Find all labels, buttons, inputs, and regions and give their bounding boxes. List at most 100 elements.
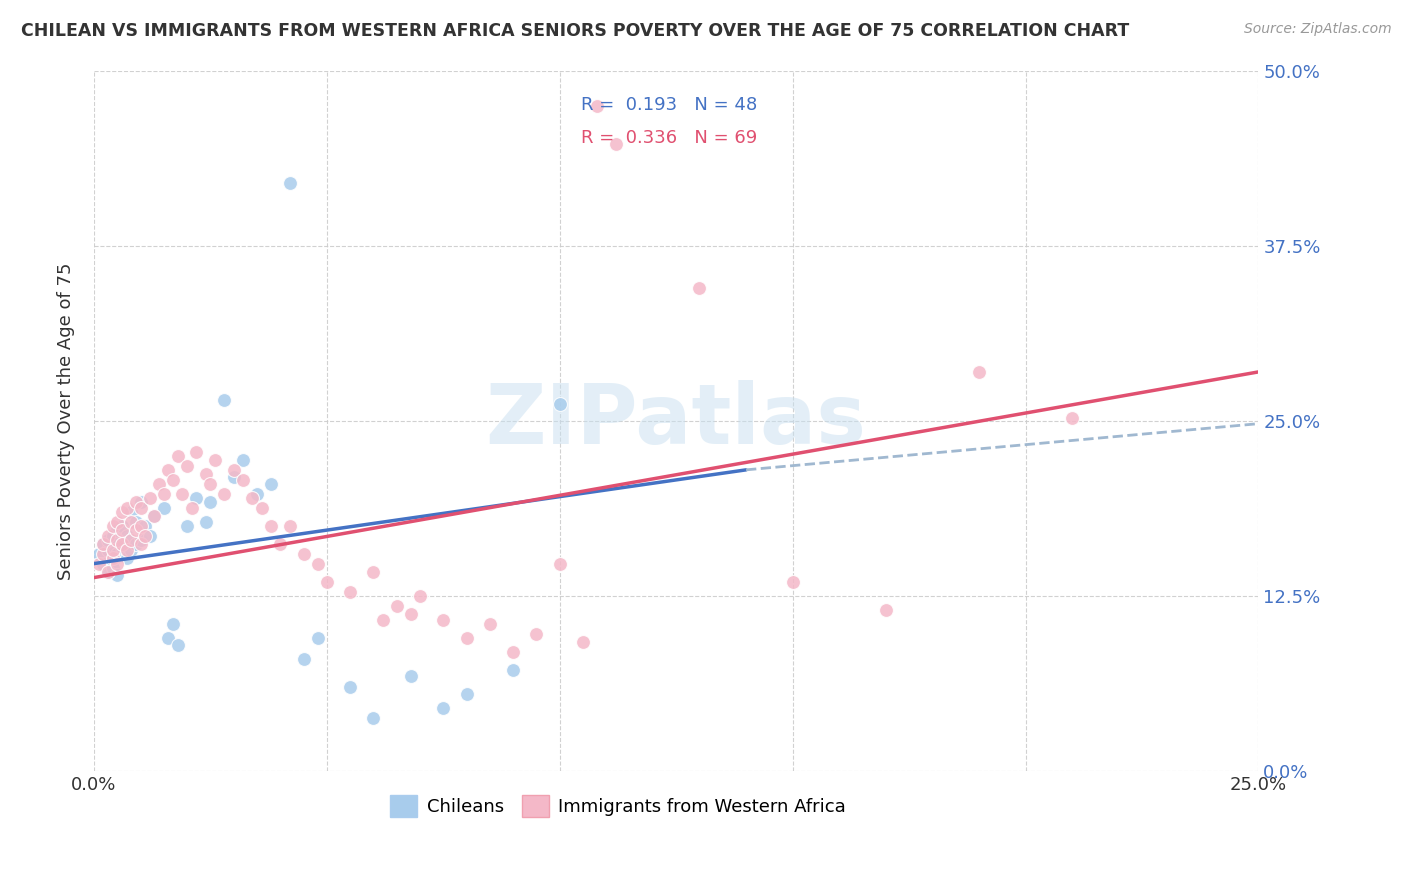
- Point: [162, 616, 184, 631]
- Point: [363, 565, 385, 579]
- Point: [278, 518, 301, 533]
- Point: [97, 533, 120, 547]
- Point: [101, 551, 124, 566]
- Point: [478, 616, 501, 631]
- Point: [153, 486, 176, 500]
- Point: [456, 631, 478, 645]
- Point: [120, 505, 142, 519]
- Point: [502, 663, 524, 677]
- Point: [143, 509, 166, 524]
- Point: [111, 540, 134, 554]
- Point: [967, 365, 990, 379]
- Point: [101, 542, 124, 557]
- Point: [125, 537, 148, 551]
- Point: [129, 495, 152, 509]
- Y-axis label: Seniors Poverty Over the Age of 75: Seniors Poverty Over the Age of 75: [58, 262, 75, 580]
- Text: R =  0.193   N = 48: R = 0.193 N = 48: [581, 95, 756, 113]
- Point: [101, 561, 124, 575]
- Point: [526, 626, 548, 640]
- Point: [87, 557, 110, 571]
- Point: [214, 486, 236, 500]
- Point: [172, 486, 194, 500]
- Point: [91, 537, 114, 551]
- Text: ZIPatlas: ZIPatlas: [485, 380, 866, 461]
- Point: [148, 476, 170, 491]
- Point: [162, 473, 184, 487]
- Point: [97, 528, 120, 542]
- Point: [409, 589, 432, 603]
- Point: [363, 710, 385, 724]
- Point: [91, 537, 114, 551]
- Point: [548, 397, 571, 411]
- Point: [101, 528, 124, 542]
- Point: [143, 509, 166, 524]
- Point: [129, 500, 152, 515]
- Legend: Chileans, Immigrants from Western Africa: Chileans, Immigrants from Western Africa: [384, 789, 853, 824]
- Point: [260, 518, 283, 533]
- Point: [97, 542, 120, 557]
- Point: [111, 505, 134, 519]
- Point: [97, 565, 120, 579]
- Point: [87, 547, 110, 561]
- Point: [240, 491, 263, 505]
- Point: [456, 687, 478, 701]
- Point: [250, 500, 273, 515]
- Point: [246, 486, 269, 500]
- Point: [134, 528, 156, 542]
- Point: [502, 645, 524, 659]
- Point: [176, 458, 198, 473]
- Point: [269, 537, 291, 551]
- Point: [139, 528, 162, 542]
- Point: [548, 557, 571, 571]
- Point: [200, 495, 222, 509]
- Point: [120, 515, 142, 529]
- Point: [101, 554, 124, 568]
- Point: [125, 495, 148, 509]
- Point: [572, 635, 595, 649]
- Point: [200, 476, 222, 491]
- Point: [91, 557, 114, 571]
- Point: [232, 453, 254, 467]
- Text: R =  0.336   N = 69: R = 0.336 N = 69: [581, 128, 756, 146]
- Point: [1062, 411, 1084, 425]
- Point: [339, 680, 361, 694]
- Point: [605, 136, 627, 151]
- Point: [105, 533, 128, 547]
- Point: [115, 500, 138, 515]
- Point: [105, 523, 128, 537]
- Point: [194, 515, 217, 529]
- Point: [166, 449, 188, 463]
- Point: [222, 463, 245, 477]
- Point: [111, 523, 134, 537]
- Point: [232, 473, 254, 487]
- Point: [204, 453, 226, 467]
- Point: [111, 537, 134, 551]
- Point: [105, 557, 128, 571]
- Point: [399, 668, 422, 682]
- Point: [278, 176, 301, 190]
- Point: [101, 518, 124, 533]
- Point: [385, 599, 408, 613]
- Point: [214, 392, 236, 407]
- Point: [186, 491, 208, 505]
- Point: [194, 467, 217, 481]
- Point: [180, 500, 202, 515]
- Point: [166, 638, 188, 652]
- Point: [139, 491, 162, 505]
- Point: [292, 652, 315, 666]
- Point: [129, 533, 152, 547]
- Point: [222, 470, 245, 484]
- Point: [260, 476, 283, 491]
- Point: [105, 567, 128, 582]
- Point: [105, 515, 128, 529]
- Point: [307, 631, 329, 645]
- Point: [315, 574, 337, 589]
- Point: [91, 547, 114, 561]
- Point: [339, 584, 361, 599]
- Point: [292, 547, 315, 561]
- Point: [105, 547, 128, 561]
- Point: [153, 500, 176, 515]
- Point: [399, 607, 422, 621]
- Point: [134, 518, 156, 533]
- Point: [157, 463, 180, 477]
